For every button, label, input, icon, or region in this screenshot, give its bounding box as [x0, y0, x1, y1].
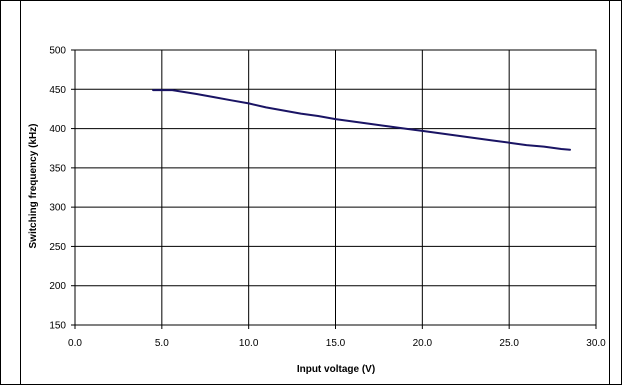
series-line: [152, 89, 571, 151]
y-tick-label: 500: [49, 46, 66, 57]
x-tick-label: 15.0: [326, 338, 346, 349]
y-axis-title: Switching frequency (kHz): [28, 123, 39, 248]
x-tick-label: 10.0: [239, 338, 259, 349]
y-tick-label: 150: [49, 321, 66, 332]
x-tick-label: 0.0: [68, 338, 82, 349]
x-tick-labels: 0.0 5.0 10.0 15.0 20.0 25.0 30.0: [68, 338, 606, 349]
y-tick-label: 400: [49, 124, 66, 135]
series-group: [152, 89, 571, 151]
y-tick-label: 250: [49, 242, 66, 253]
plot-area-border: [74, 49, 597, 326]
x-tick-label: 5.0: [155, 338, 169, 349]
y-tick-label: 350: [49, 163, 66, 174]
y-tick-label: 450: [49, 85, 66, 96]
y-tick-labels: 150 200 250 300 350 400 450 500: [49, 46, 66, 332]
y-tick-label: 200: [49, 281, 66, 292]
x-tick-label: 20.0: [413, 338, 433, 349]
x-tick-label: 25.0: [499, 338, 519, 349]
x-axis-title: Input voltage (V): [297, 364, 375, 375]
y-tick-label: 300: [49, 203, 66, 214]
x-tick-label: 30.0: [586, 338, 606, 349]
